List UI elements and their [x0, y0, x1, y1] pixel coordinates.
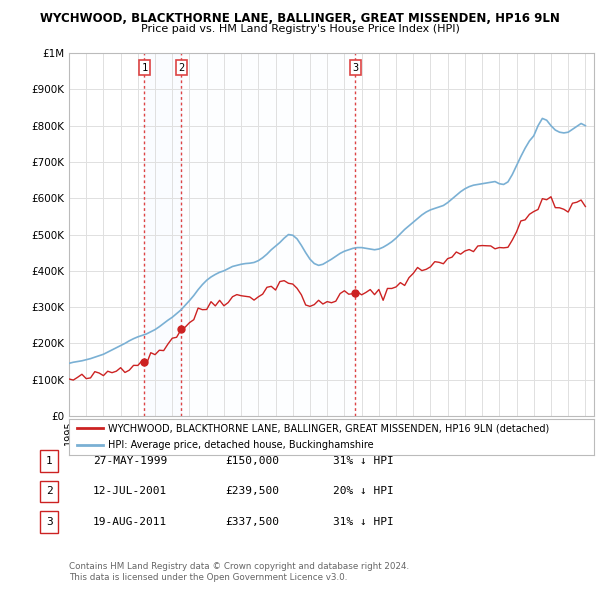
- Text: 1: 1: [141, 63, 148, 73]
- Text: 12-JUL-2001: 12-JUL-2001: [93, 487, 167, 496]
- Text: 27-MAY-1999: 27-MAY-1999: [93, 456, 167, 466]
- Text: HPI: Average price, detached house, Buckinghamshire: HPI: Average price, detached house, Buck…: [109, 440, 374, 450]
- Text: £337,500: £337,500: [225, 517, 279, 527]
- Bar: [181, 53, 355, 416]
- Text: 1: 1: [46, 456, 53, 466]
- Text: 20% ↓ HPI: 20% ↓ HPI: [333, 487, 394, 496]
- Text: 3: 3: [352, 63, 358, 73]
- Text: 31% ↓ HPI: 31% ↓ HPI: [333, 456, 394, 466]
- Text: WYCHWOOD, BLACKTHORNE LANE, BALLINGER, GREAT MISSENDEN, HP16 9LN (detached): WYCHWOOD, BLACKTHORNE LANE, BALLINGER, G…: [109, 423, 550, 433]
- Text: 2: 2: [46, 487, 53, 496]
- Text: This data is licensed under the Open Government Licence v3.0.: This data is licensed under the Open Gov…: [69, 572, 347, 582]
- Text: 2: 2: [178, 63, 185, 73]
- Text: 31% ↓ HPI: 31% ↓ HPI: [333, 517, 394, 527]
- Text: 19-AUG-2011: 19-AUG-2011: [93, 517, 167, 527]
- Text: £239,500: £239,500: [225, 487, 279, 496]
- Text: 3: 3: [46, 517, 53, 527]
- Bar: [145, 53, 181, 416]
- Text: £150,000: £150,000: [225, 456, 279, 466]
- Text: Contains HM Land Registry data © Crown copyright and database right 2024.: Contains HM Land Registry data © Crown c…: [69, 562, 409, 571]
- Text: Price paid vs. HM Land Registry's House Price Index (HPI): Price paid vs. HM Land Registry's House …: [140, 24, 460, 34]
- Text: WYCHWOOD, BLACKTHORNE LANE, BALLINGER, GREAT MISSENDEN, HP16 9LN: WYCHWOOD, BLACKTHORNE LANE, BALLINGER, G…: [40, 12, 560, 25]
